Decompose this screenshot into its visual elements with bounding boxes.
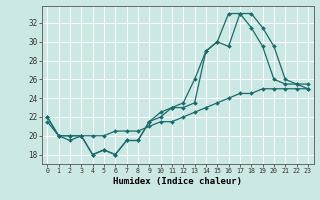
X-axis label: Humidex (Indice chaleur): Humidex (Indice chaleur): [113, 177, 242, 186]
